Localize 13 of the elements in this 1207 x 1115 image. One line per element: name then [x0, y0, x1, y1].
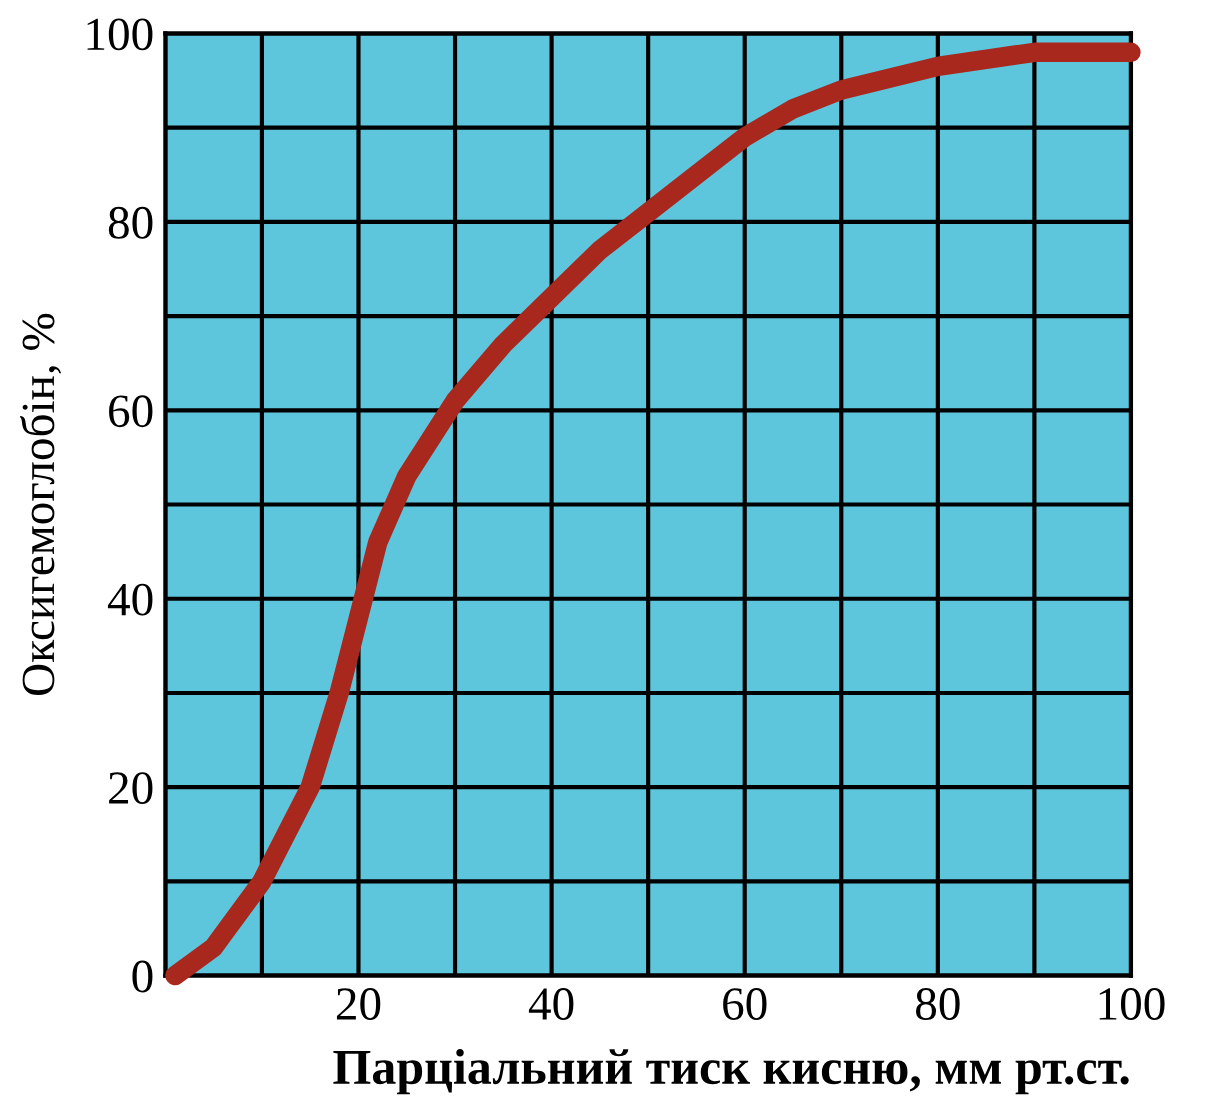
x-axis-title: Парціальний тиск кисню, мм рт.ст.: [333, 1049, 1129, 1095]
y-axis-title: Оксигемоглобін, %: [20, 313, 62, 695]
y-tick-label: 40: [107, 583, 153, 616]
y-tick-label: 60: [109, 395, 153, 428]
y-tick-label: 100: [87, 18, 153, 51]
y-tick-label: 20: [109, 772, 153, 805]
x-tick-label: 40: [528, 988, 574, 1020]
x-tick-label: 80: [916, 988, 960, 1020]
x-tick-label: 60: [723, 988, 767, 1020]
x-tick-label: 20: [336, 988, 381, 1020]
x-tick-label: 100: [1099, 988, 1165, 1020]
y-tick-label: 80: [108, 206, 153, 239]
y-tick-label: 0: [132, 960, 153, 993]
